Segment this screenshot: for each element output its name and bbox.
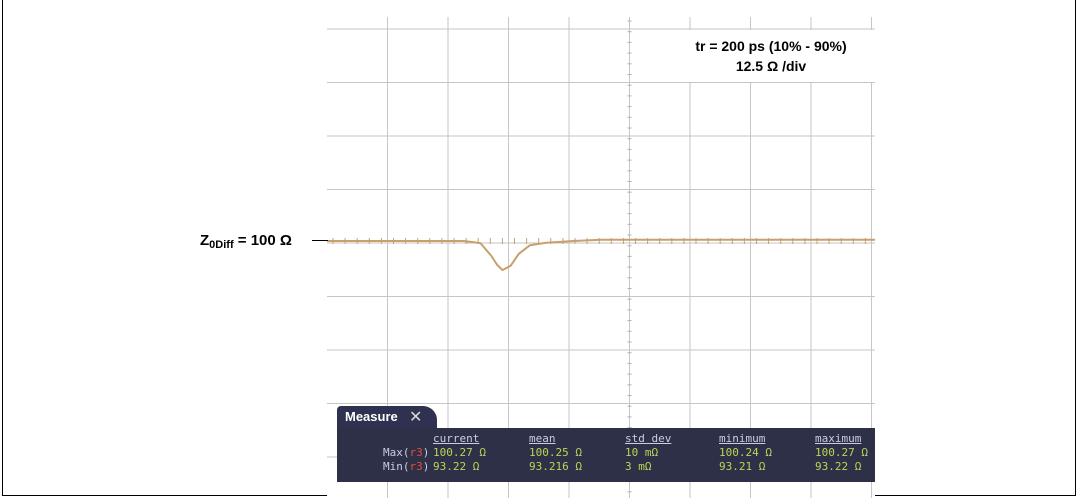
max-mean: 100.25 Ω (529, 446, 582, 459)
column-header-std-dev: std dev (625, 432, 672, 445)
close-icon[interactable]: ✕ (409, 409, 423, 426)
row-label-max: Max(r3) (383, 446, 429, 460)
min-minimum: 93.21 Ω (719, 460, 766, 473)
max-maximum: 100.27 Ω (815, 446, 868, 459)
z-symbol: Z (200, 232, 210, 249)
measure-row-max: Max(r3) 100.27 Ω 100.25 Ω 10 mΩ 100.24 Ω… (337, 446, 875, 460)
column-header-mean: mean (529, 432, 556, 445)
measure-tab[interactable]: Measure ✕ (337, 406, 437, 428)
row-label-text: Min( (383, 460, 410, 473)
row-label-close: ) (422, 460, 430, 473)
measure-row-min: Min(r3) 93.22 Ω 93.216 Ω 3 mΩ 93.21 Ω 93… (337, 460, 875, 474)
min-maximum: 93.22 Ω (815, 460, 862, 473)
annotation-box: tr = 200 ps (10% - 90%) 12.5 Ω /div (667, 30, 875, 82)
min-std-dev: 3 mΩ (625, 460, 652, 473)
column-header-minimum: minimum (719, 432, 766, 445)
min-mean: 93.216 Ω (529, 460, 582, 473)
column-header-current: current (433, 432, 480, 445)
ref-channel: r3 (409, 460, 423, 473)
impedance-reference-label: Z0Diff = 100 Ω (200, 232, 292, 251)
row-label-text: Max( (383, 446, 410, 459)
max-minimum: 100.24 Ω (719, 446, 772, 459)
rise-time-label: tr = 200 ps (10% - 90%) (695, 38, 847, 54)
waveform-trace (327, 238, 875, 272)
label-leader-line (312, 240, 328, 241)
measure-panel: current mean std dev minimum maximum Max… (337, 428, 875, 482)
column-header-maximum: maximum (815, 432, 862, 445)
row-label-min: Min(r3) (383, 460, 429, 474)
min-current: 93.22 Ω (433, 460, 480, 473)
z-subscript: 0Diff (209, 239, 234, 251)
measure-title: Measure (345, 409, 398, 424)
measure-header-row: current mean std dev minimum maximum (337, 432, 875, 446)
row-label-close: ) (422, 446, 430, 459)
max-std-dev: 10 mΩ (625, 446, 659, 459)
z-value: = 100 Ω (233, 232, 292, 249)
max-current: 100.27 Ω (433, 446, 486, 459)
ref-channel: r3 (409, 446, 423, 459)
scale-label: 12.5 Ω /div (735, 58, 807, 74)
